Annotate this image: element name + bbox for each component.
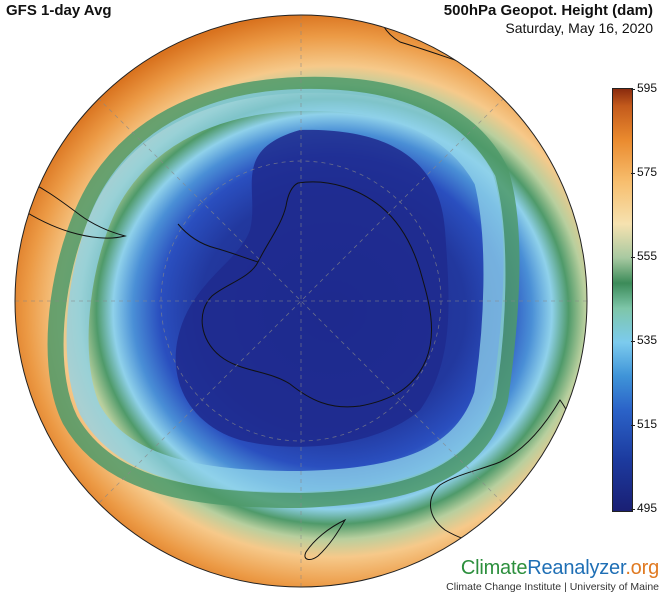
- variable-label: 500hPa Geopot. Height (dam): [443, 2, 653, 19]
- colorbar: [612, 88, 633, 512]
- antarctica-coastline: [201, 181, 433, 408]
- logo-reanalyzer: Reanalyzer: [527, 557, 626, 579]
- logo-org: .org: [625, 557, 659, 579]
- logo-climate: Climate: [460, 557, 528, 579]
- colorbar-tickmark: [631, 173, 635, 174]
- colorbar-tickmark: [631, 89, 635, 90]
- jet-ring: [47, 76, 520, 509]
- date-label: Saturday, May 16, 2020: [505, 20, 653, 36]
- graticule: [15, 15, 587, 587]
- colorbar-tick-535: 535: [637, 333, 658, 347]
- title-block: 500hPa Geopot. Height (dam) Saturday, Ma…: [444, 2, 653, 36]
- colorbar-tickmark: [631, 341, 635, 342]
- light-blue-ring: [66, 88, 506, 494]
- colorbar-tick-595: 595: [637, 81, 658, 95]
- colorbar-tickmark: [631, 425, 635, 426]
- institute-credit: Climate Change Institute | University of…: [446, 581, 659, 593]
- branding: ClimateReanalyzer.org Climate Change Ins…: [446, 557, 659, 593]
- model-label: GFS 1-day Avg: [6, 2, 112, 19]
- colorbar-tickmark: [631, 509, 635, 510]
- colorbar-tick-575: 575: [637, 165, 658, 179]
- globe-outline: [14, 14, 588, 588]
- colorbar-tick-495: 495: [637, 501, 658, 515]
- colorbar-tick-555: 555: [637, 249, 658, 263]
- antarctic-peninsula: [177, 223, 259, 263]
- new-zealand-coastline: [304, 518, 347, 560]
- colorbar-tick-515: 515: [637, 417, 658, 431]
- climate-reanalyzer-logo[interactable]: ClimateReanalyzer.org: [446, 557, 659, 580]
- colorbar-tickmark: [631, 257, 635, 258]
- south-america-coastline: [15, 174, 127, 239]
